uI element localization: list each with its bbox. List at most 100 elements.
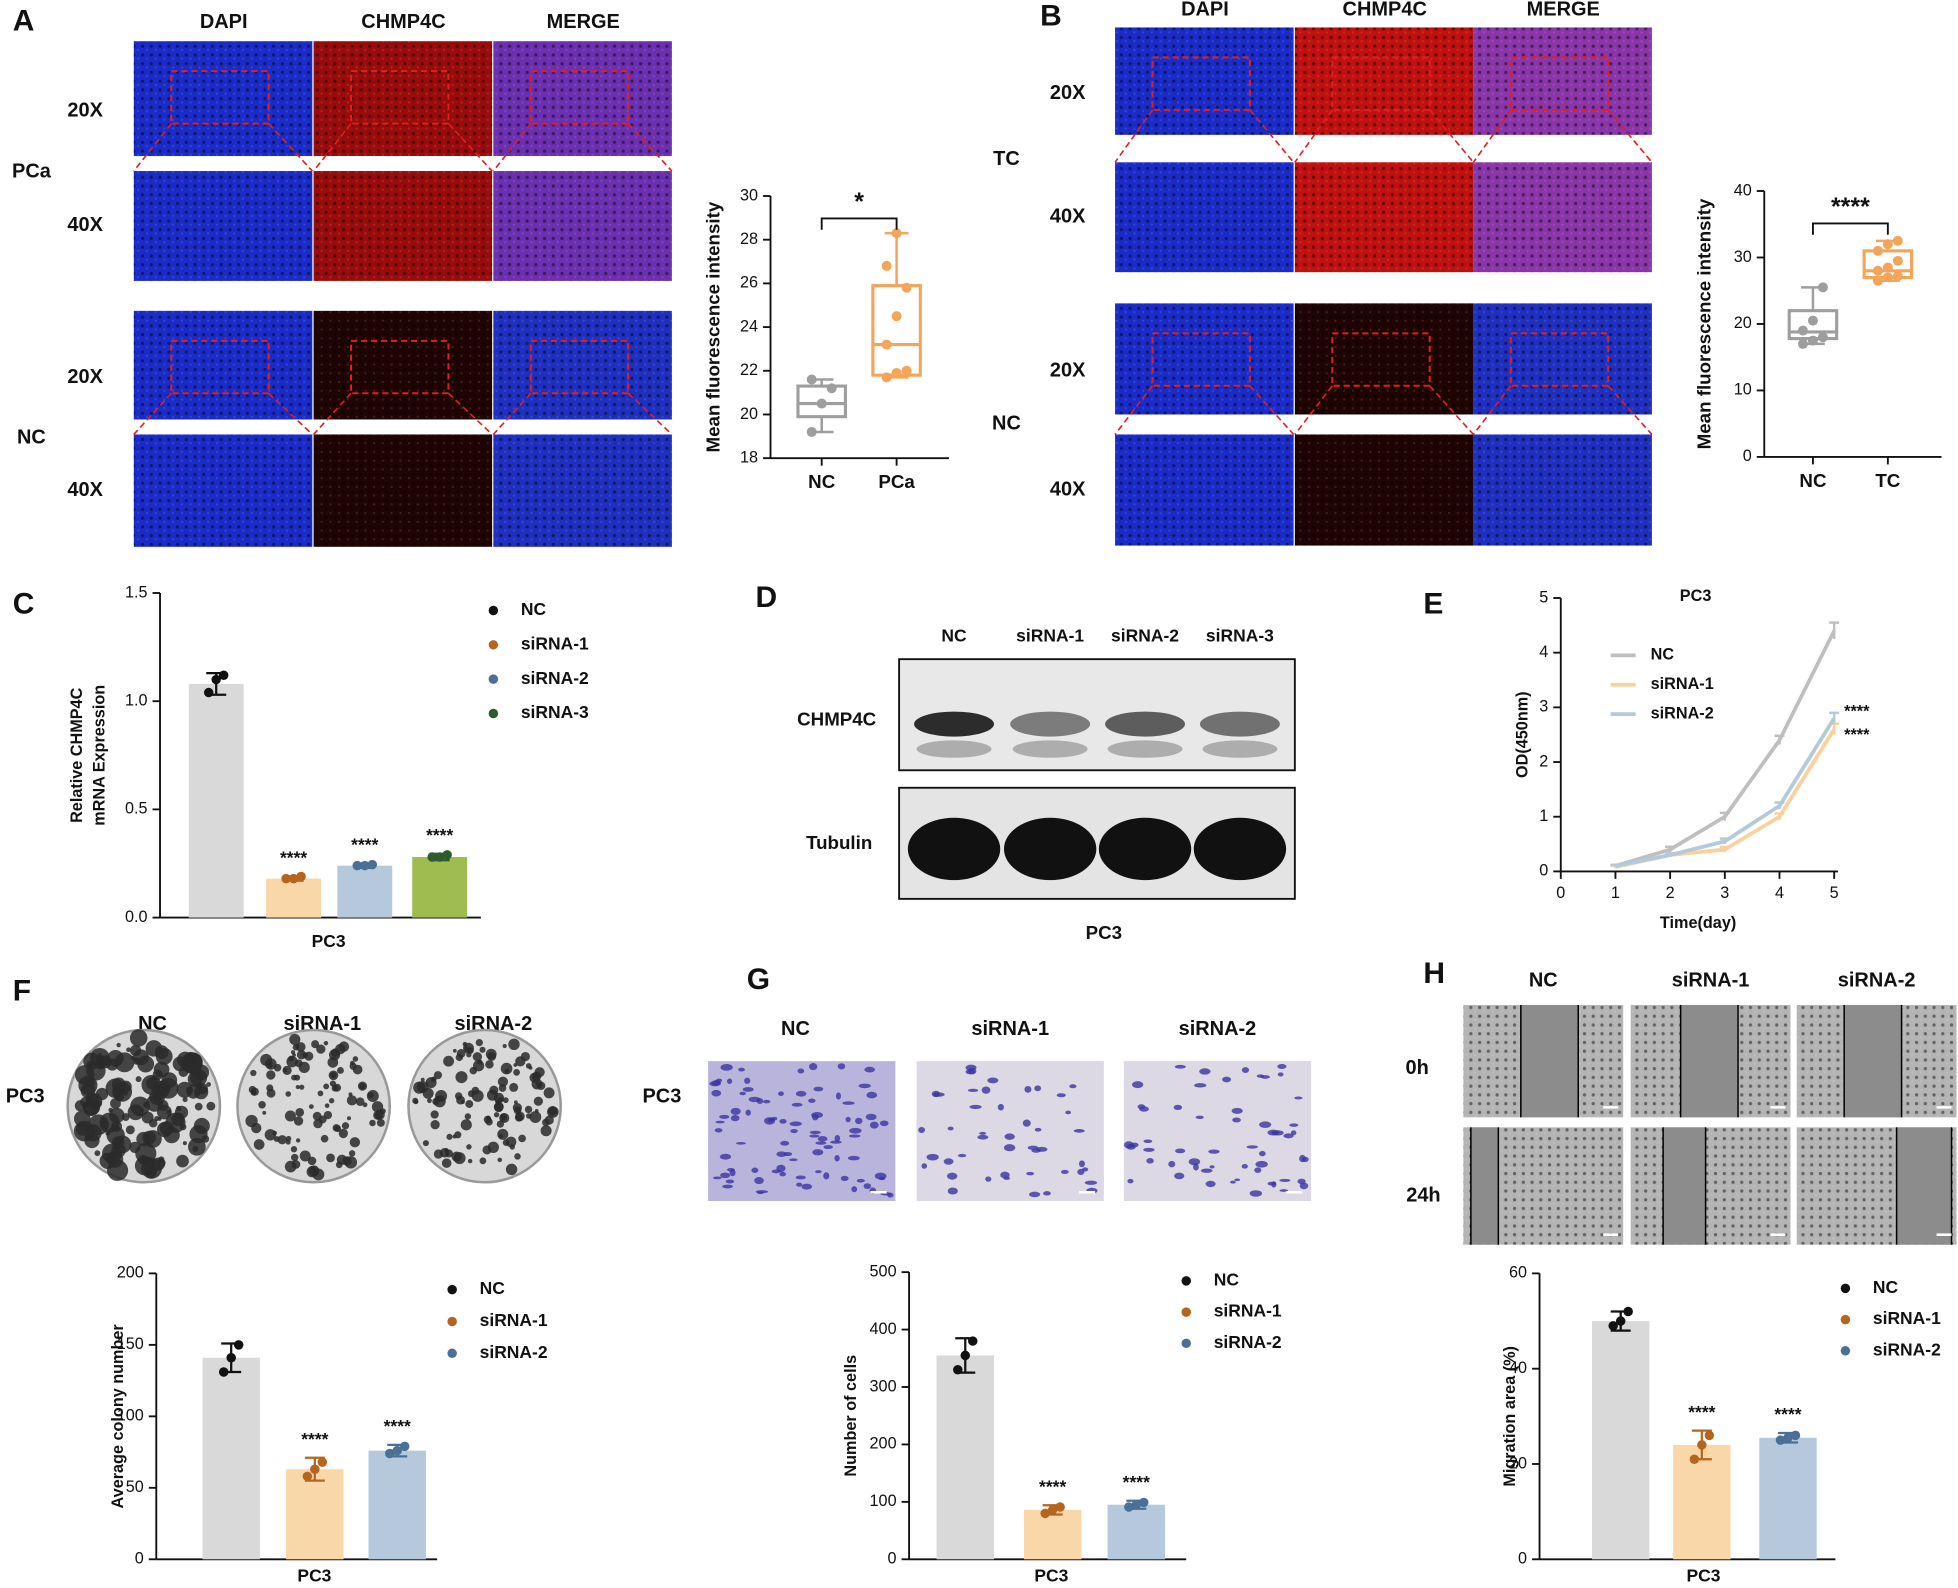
column-header: CHMP4C <box>361 11 445 33</box>
cell <box>977 1134 989 1140</box>
zoom-box <box>1331 332 1431 387</box>
y-tick-label: 100 <box>870 1492 897 1510</box>
cell <box>921 1163 928 1169</box>
magnification-label: 20X <box>1050 82 1086 104</box>
data-point <box>367 859 378 870</box>
data-point <box>1047 1505 1058 1515</box>
y-tick-label: 100 <box>117 1407 144 1425</box>
colony <box>435 1089 448 1102</box>
colony <box>466 1144 472 1150</box>
colony <box>499 1113 508 1121</box>
bar <box>1107 1504 1166 1560</box>
legend-label: siRNA-1 <box>521 633 589 653</box>
colony <box>193 1085 209 1100</box>
colony <box>508 1038 520 1051</box>
transwell-image <box>708 1061 896 1201</box>
cell <box>1060 1169 1069 1174</box>
y-tick-label: 0 <box>1539 862 1548 880</box>
colony <box>326 1153 335 1163</box>
colony <box>126 1047 131 1053</box>
colony <box>344 1156 358 1169</box>
image-texture <box>1115 303 1294 415</box>
band <box>916 740 992 758</box>
y-tick-label: 150 <box>117 1335 144 1353</box>
cell <box>1199 1068 1211 1075</box>
legend-marker <box>1840 1283 1851 1294</box>
colony <box>296 1050 307 1060</box>
colony <box>312 1168 325 1181</box>
data-point <box>218 670 229 680</box>
x-tick-label: TC <box>1875 470 1900 491</box>
zoom-box <box>350 70 450 125</box>
image-texture <box>1473 434 1652 546</box>
y-axis-label: Migration area (%) <box>1501 1346 1519 1487</box>
image-texture <box>133 41 313 157</box>
y-tick-label: 0 <box>135 1550 144 1568</box>
legend-marker <box>1840 1314 1851 1325</box>
colony <box>141 1111 154 1124</box>
cell <box>817 1136 828 1142</box>
colony <box>533 1096 543 1106</box>
cell <box>797 1068 805 1074</box>
colony <box>116 1042 121 1048</box>
colony <box>292 1053 296 1057</box>
cell <box>1231 1107 1243 1114</box>
colony <box>514 1113 524 1122</box>
colony <box>308 1104 314 1110</box>
cell <box>715 1120 725 1124</box>
data-point <box>442 850 452 860</box>
image-texture <box>313 434 493 547</box>
colony <box>86 1078 96 1088</box>
colony <box>485 1118 493 1126</box>
data-point <box>1790 1430 1801 1441</box>
colony <box>485 1060 494 1069</box>
cell <box>1132 1081 1144 1089</box>
data-point <box>1124 1502 1134 1512</box>
data-point <box>1704 1430 1715 1441</box>
colony <box>186 1051 195 1061</box>
cell <box>796 1182 803 1187</box>
colony <box>514 1153 521 1160</box>
cell <box>1200 1168 1213 1173</box>
data-point <box>427 852 437 862</box>
colony <box>455 1071 468 1084</box>
legend-label: siRNA-1 <box>1873 1308 1941 1328</box>
bar <box>266 878 322 918</box>
legend-label: NC <box>1873 1277 1899 1297</box>
colony <box>497 1128 509 1140</box>
cell <box>947 1126 954 1131</box>
cell <box>981 1086 991 1094</box>
band <box>1098 817 1192 881</box>
image-texture <box>313 41 493 157</box>
magnification-label: 40X <box>1050 206 1086 228</box>
y-tick-label: 20 <box>740 405 758 423</box>
bar <box>1759 1437 1817 1560</box>
legend-marker <box>488 605 499 616</box>
significance-label: **** <box>301 1429 328 1449</box>
legend-marker <box>488 708 499 719</box>
colony <box>346 1095 358 1106</box>
cell <box>967 1088 979 1092</box>
cell <box>776 1151 787 1157</box>
colony <box>338 1041 350 1052</box>
colony <box>495 1099 501 1105</box>
colony <box>100 1120 108 1128</box>
zoom-box <box>170 339 270 395</box>
significance-label: * <box>854 188 864 216</box>
bar <box>286 1469 344 1560</box>
data-point <box>434 852 445 862</box>
cell <box>719 1153 732 1160</box>
bar <box>1591 1321 1650 1560</box>
colony <box>513 1100 518 1105</box>
y-axis-label: Mean fluorescence intensity <box>702 201 723 452</box>
colony <box>290 1146 298 1153</box>
colony <box>335 1161 343 1169</box>
cell <box>1143 1139 1153 1144</box>
cell <box>926 1153 939 1161</box>
cell <box>791 1102 803 1107</box>
cell <box>1254 1167 1262 1173</box>
x-tick-label: 0 <box>1556 884 1565 902</box>
y-tick-label: 3 <box>1539 698 1548 716</box>
cell <box>1277 1072 1284 1077</box>
cell <box>1289 1123 1299 1127</box>
